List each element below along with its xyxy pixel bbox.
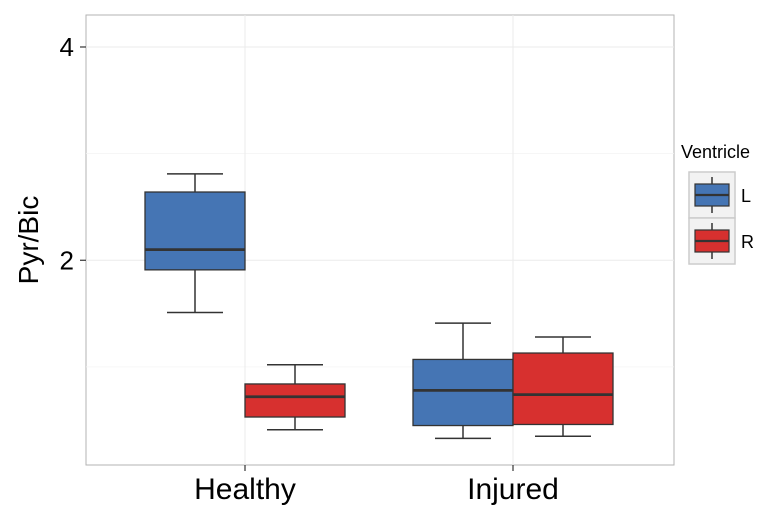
x-tick-label: Healthy	[194, 473, 296, 506]
box-body	[412, 358, 514, 427]
legend-label: R	[741, 232, 754, 252]
box-R-injured	[512, 336, 614, 437]
box-body	[244, 383, 346, 418]
legend-item-L: L	[688, 171, 751, 219]
box-L-healthy	[144, 173, 246, 314]
box-R-healthy	[244, 364, 346, 431]
box-body	[512, 352, 614, 426]
box-L-injured	[412, 322, 514, 440]
y-axis: 24	[60, 32, 86, 275]
y-tick-label: 4	[60, 32, 74, 62]
boxes-layer	[144, 173, 614, 440]
box-body	[144, 191, 246, 271]
legend-item-R: R	[688, 217, 754, 265]
y-tick-label: 2	[60, 245, 74, 275]
x-tick-label: Injured	[467, 473, 559, 506]
x-axis: Healthy Injured	[194, 465, 559, 506]
y-axis-title: Pyr/Bic	[13, 196, 44, 285]
legend-label: L	[741, 186, 751, 206]
legend-title: Ventricle	[681, 142, 750, 162]
legend: Ventricle L R	[681, 142, 754, 265]
